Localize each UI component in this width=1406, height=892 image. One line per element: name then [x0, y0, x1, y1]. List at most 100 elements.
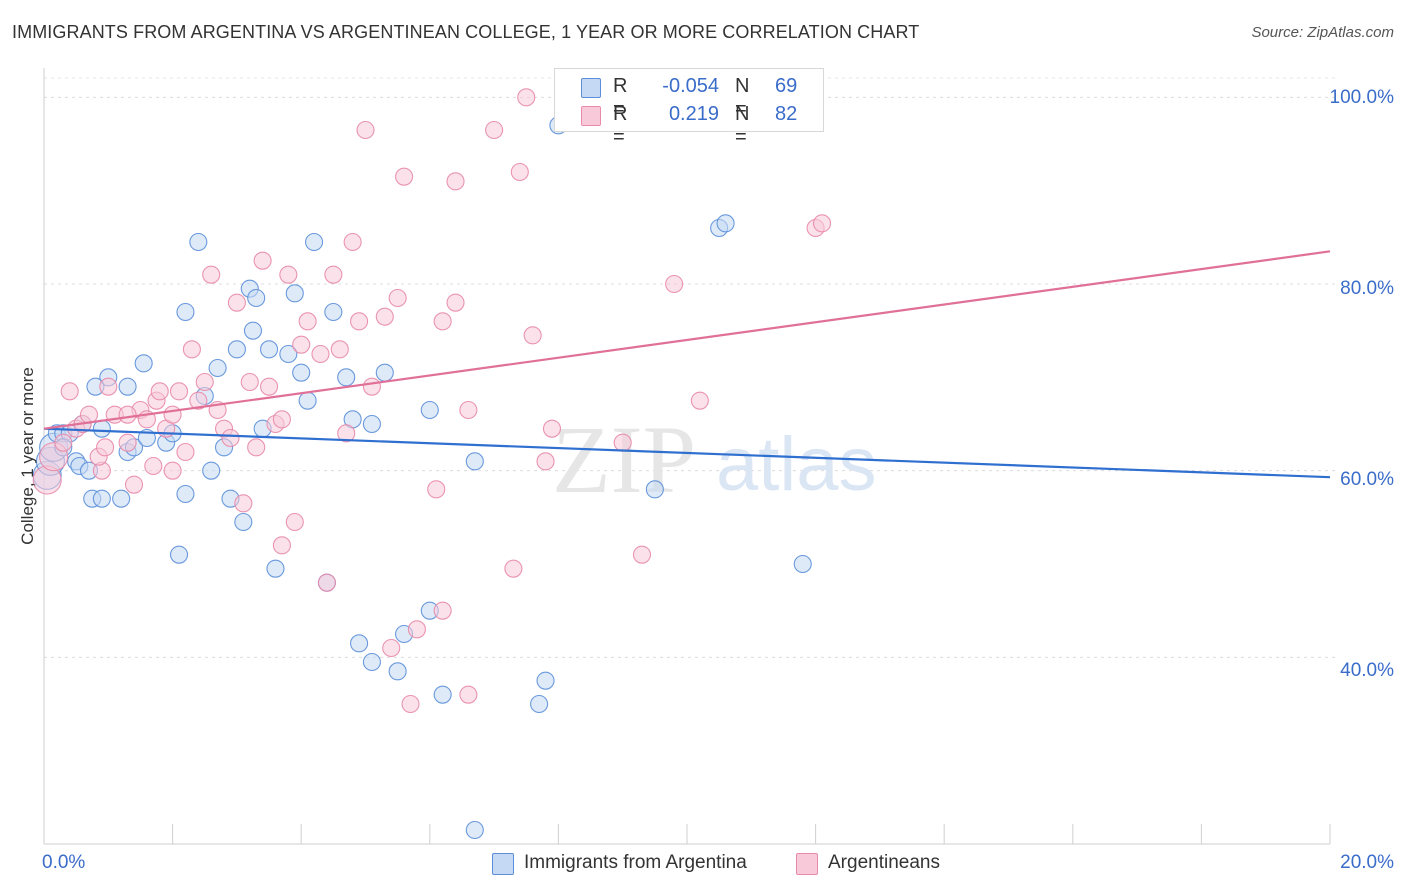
- data-point-argentineans: [504, 559, 523, 578]
- data-point-argentineans: [298, 312, 317, 331]
- data-point-argentineans: [272, 536, 291, 555]
- data-point-argentineans: [446, 172, 465, 191]
- data-point-argentina: [324, 302, 343, 322]
- data-point-argentina: [716, 214, 735, 233]
- x-tick-label-max: 20.0%: [1340, 852, 1394, 873]
- data-point-argentineans: [285, 512, 304, 532]
- data-point-argentineans: [388, 288, 407, 308]
- data-point-argentineans: [202, 265, 221, 284]
- data-point-argentineans: [317, 573, 336, 592]
- data-point-argentineans: [356, 120, 375, 140]
- y-tick-label-100: 100.0%: [1329, 87, 1394, 108]
- data-point-argentineans: [542, 419, 562, 438]
- data-point-argentineans: [613, 433, 632, 452]
- data-point-argentineans: [124, 475, 144, 494]
- stats-r-value: 0.219: [668, 103, 719, 125]
- data-point-argentineans: [632, 545, 652, 564]
- data-point-argentineans: [176, 442, 195, 462]
- data-point-argentina: [243, 321, 263, 340]
- data-point-argentineans: [395, 167, 414, 186]
- data-point-argentineans: [812, 214, 832, 233]
- data-points: [32, 88, 832, 840]
- stats-n-value: 69: [775, 75, 798, 97]
- data-point-argentineans: [382, 638, 401, 658]
- chart-title: IMMIGRANTS FROM ARGENTINA VS ARGENTINEAN…: [12, 22, 920, 42]
- legend-label-argentina: Immigrants from Argentina: [524, 852, 747, 873]
- grid-lines: [44, 77, 1336, 658]
- data-point-argentina: [112, 489, 131, 508]
- data-point-argentineans: [433, 601, 452, 620]
- data-point-argentineans: [485, 120, 504, 140]
- data-point-argentineans: [118, 405, 137, 424]
- y-tick-label-40: 40.0%: [1340, 660, 1394, 681]
- data-point-argentineans: [427, 480, 446, 499]
- data-point-argentineans: [311, 344, 330, 364]
- data-point-argentina: [92, 489, 111, 508]
- data-point-argentineans: [324, 265, 343, 284]
- data-point-argentineans: [96, 438, 115, 457]
- data-point-argentina: [92, 419, 111, 438]
- data-point-argentina: [433, 685, 452, 704]
- watermark-atlas: atlas: [716, 422, 877, 507]
- data-point-argentineans: [433, 312, 452, 331]
- data-point-argentineans: [279, 265, 298, 284]
- stats-swatch-argentina: [581, 78, 601, 98]
- legend-swatch-argentineans: [796, 853, 818, 875]
- data-point-argentina: [279, 344, 298, 364]
- data-point-argentina: [208, 358, 227, 378]
- data-point-argentina: [285, 284, 304, 303]
- x-tick-label-min: 0.0%: [42, 852, 86, 873]
- data-point-argentineans: [227, 293, 246, 312]
- data-point-argentineans: [221, 428, 240, 448]
- data-point-argentina: [362, 414, 381, 434]
- data-point-argentineans: [375, 307, 394, 326]
- stats-r-label: R =: [613, 103, 628, 148]
- y-tick-label-80: 80.0%: [1340, 278, 1394, 299]
- data-point-argentineans: [536, 452, 555, 471]
- data-point-argentineans: [163, 461, 182, 480]
- chart-source: Source: ZipAtlas.com: [1251, 24, 1394, 41]
- data-point-argentina: [292, 363, 311, 382]
- data-point-argentineans: [253, 251, 272, 270]
- data-point-argentina: [298, 391, 317, 410]
- data-point-argentina: [266, 559, 285, 578]
- data-point-argentineans: [517, 88, 536, 107]
- y-tick-label-60: 60.0%: [1340, 469, 1394, 490]
- stats-r-value: -0.054: [662, 75, 719, 97]
- data-point-argentineans: [234, 494, 253, 513]
- data-point-argentina: [465, 452, 484, 471]
- data-point-argentina: [420, 400, 439, 420]
- data-point-argentineans: [150, 382, 169, 401]
- trend-line-argentineans: [43, 250, 1331, 430]
- data-point-argentineans: [459, 685, 478, 704]
- trend-lines: [43, 250, 1331, 479]
- data-point-argentineans: [272, 410, 291, 429]
- data-point-argentina: [169, 545, 189, 564]
- data-point-argentineans: [330, 340, 349, 359]
- data-point-argentineans: [240, 372, 259, 392]
- stats-n-value: 82: [775, 103, 798, 125]
- data-point-argentineans: [99, 377, 118, 396]
- data-point-argentineans: [189, 391, 208, 410]
- data-point-argentineans: [182, 340, 201, 359]
- data-point-argentina: [375, 363, 394, 382]
- data-point-argentineans: [118, 433, 137, 452]
- data-point-argentina: [305, 232, 324, 252]
- data-point-argentina: [134, 354, 153, 373]
- data-point-argentineans: [163, 405, 182, 424]
- data-point-argentina: [118, 377, 137, 396]
- data-point-argentineans: [523, 326, 542, 345]
- data-point-argentina: [227, 340, 246, 359]
- data-point-argentina: [350, 634, 369, 653]
- data-point-argentina: [536, 671, 555, 690]
- data-point-argentineans: [510, 162, 529, 182]
- stats-n-label: N =: [735, 75, 750, 120]
- stats-swatch-argentineans: [581, 106, 601, 126]
- data-point-argentineans: [54, 433, 73, 452]
- data-point-argentineans: [407, 620, 426, 639]
- watermark-zip: ZIP: [552, 406, 696, 513]
- data-point-argentina: [189, 232, 208, 252]
- data-point-argentina: [645, 480, 664, 499]
- data-point-argentineans: [169, 382, 189, 401]
- data-point-argentineans: [350, 312, 369, 331]
